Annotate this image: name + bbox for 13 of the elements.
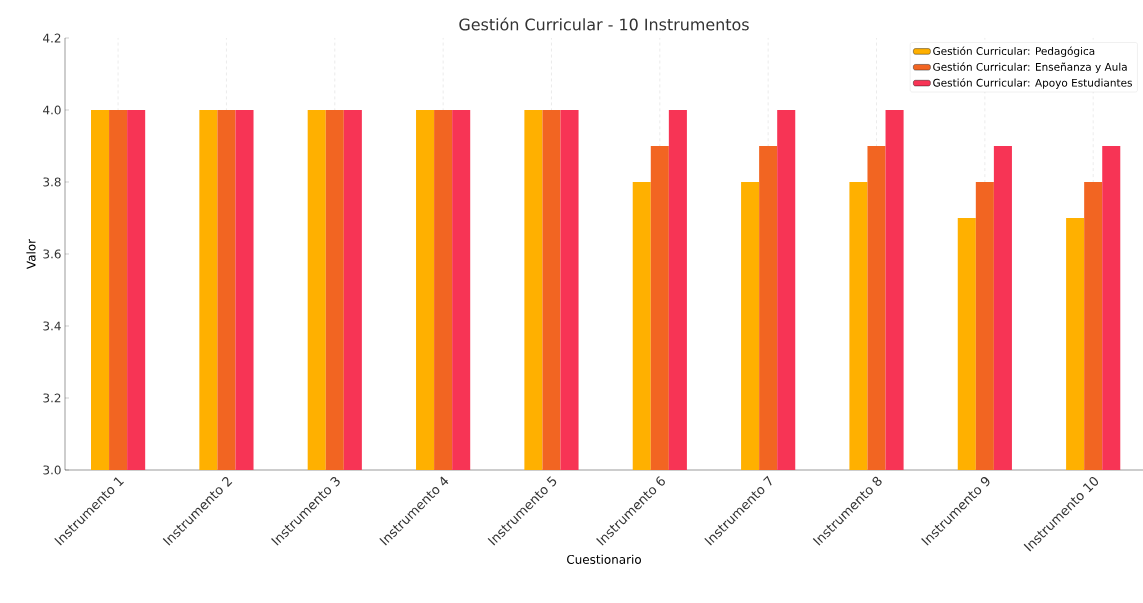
y-tick-label: 3.2: [43, 393, 61, 403]
y-tick-label: 4.0: [43, 105, 61, 115]
y-tick-label: 4.2: [43, 33, 61, 43]
legend-label: Gestión Curricular: Apoyo Estudiantes: [933, 78, 1132, 89]
y-axis-title: Valor: [26, 238, 36, 269]
legend-label: Gestión Curricular: Pedagógica: [933, 46, 1095, 58]
y-tick-label: 3.8: [43, 177, 61, 187]
legend-label: Gestión Curricular: Enseñanza y Aula: [933, 62, 1127, 73]
y-tick-label: 3.0: [43, 465, 61, 475]
chart-title: Gestión Curricular - 10 Instrumentos: [459, 17, 749, 31]
y-tick-label: 3.6: [43, 249, 61, 259]
y-tick-label: 3.4: [43, 321, 61, 331]
x-axis-title: Cuestionario: [567, 554, 641, 564]
